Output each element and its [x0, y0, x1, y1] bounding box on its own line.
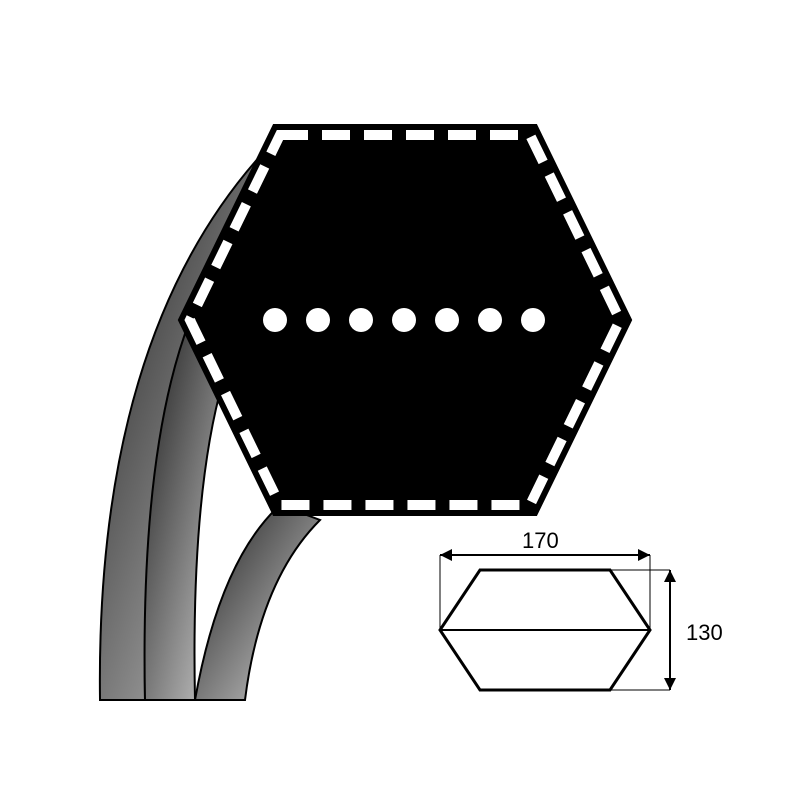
dim-height-label: 130: [686, 620, 723, 646]
dim-width-label: 170: [522, 528, 559, 554]
belt-band-inner: [195, 505, 320, 700]
dim-width: [440, 549, 650, 630]
diagram-canvas: 170 130: [0, 0, 800, 800]
belt-diagram-svg: [0, 0, 800, 800]
